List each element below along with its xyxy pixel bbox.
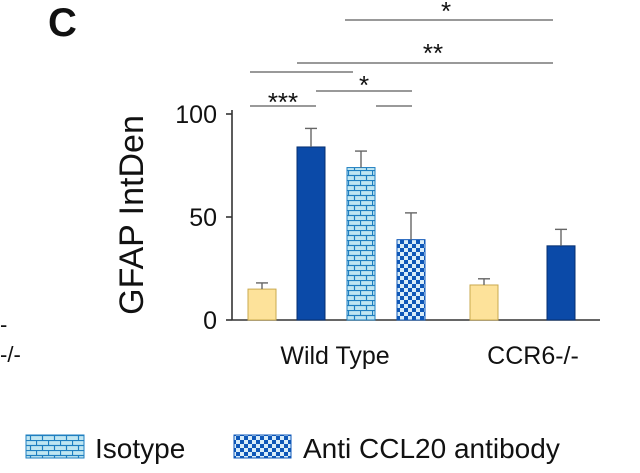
bar-control — [469, 284, 499, 321]
group-label-wild-type: Wild Type — [280, 342, 389, 370]
y-tick-label: 0 — [203, 307, 217, 335]
significance-brackets: ******* — [250, 0, 553, 117]
group-label-ccr6: CCR6-/- — [487, 342, 579, 370]
bar-treated — [546, 245, 576, 321]
legend-swatch-isotype — [25, 434, 85, 459]
legend-swatch-anti-ccl20 — [233, 434, 292, 459]
legend-label-anti-ccl20: Anti CCL20 antibody — [303, 433, 560, 464]
bar-anti-ccl20 — [396, 239, 426, 321]
significance-label: * — [441, 0, 451, 26]
y-tick-label: 50 — [189, 204, 217, 232]
significance-label: * — [359, 70, 369, 100]
y-ticks: 0 50 100 — [175, 101, 232, 335]
bar-isotype — [346, 167, 376, 321]
edge-fragment-bottom: -/- — [0, 342, 21, 367]
significance-label: *** — [268, 87, 298, 117]
bar-control — [247, 288, 277, 321]
significance-label: ** — [423, 38, 443, 68]
edge-fragment-top: - — [0, 312, 7, 337]
bars — [247, 146, 576, 321]
legend: Isotype Anti CCL20 antibody — [25, 433, 560, 464]
error-bars — [256, 127, 567, 290]
y-axis-title: GFAP IntDen — [113, 115, 151, 315]
legend-label-isotype: Isotype — [95, 433, 185, 464]
panel-label: C — [48, 1, 77, 45]
y-tick-label: 100 — [175, 101, 217, 129]
bar-treated — [296, 146, 326, 321]
